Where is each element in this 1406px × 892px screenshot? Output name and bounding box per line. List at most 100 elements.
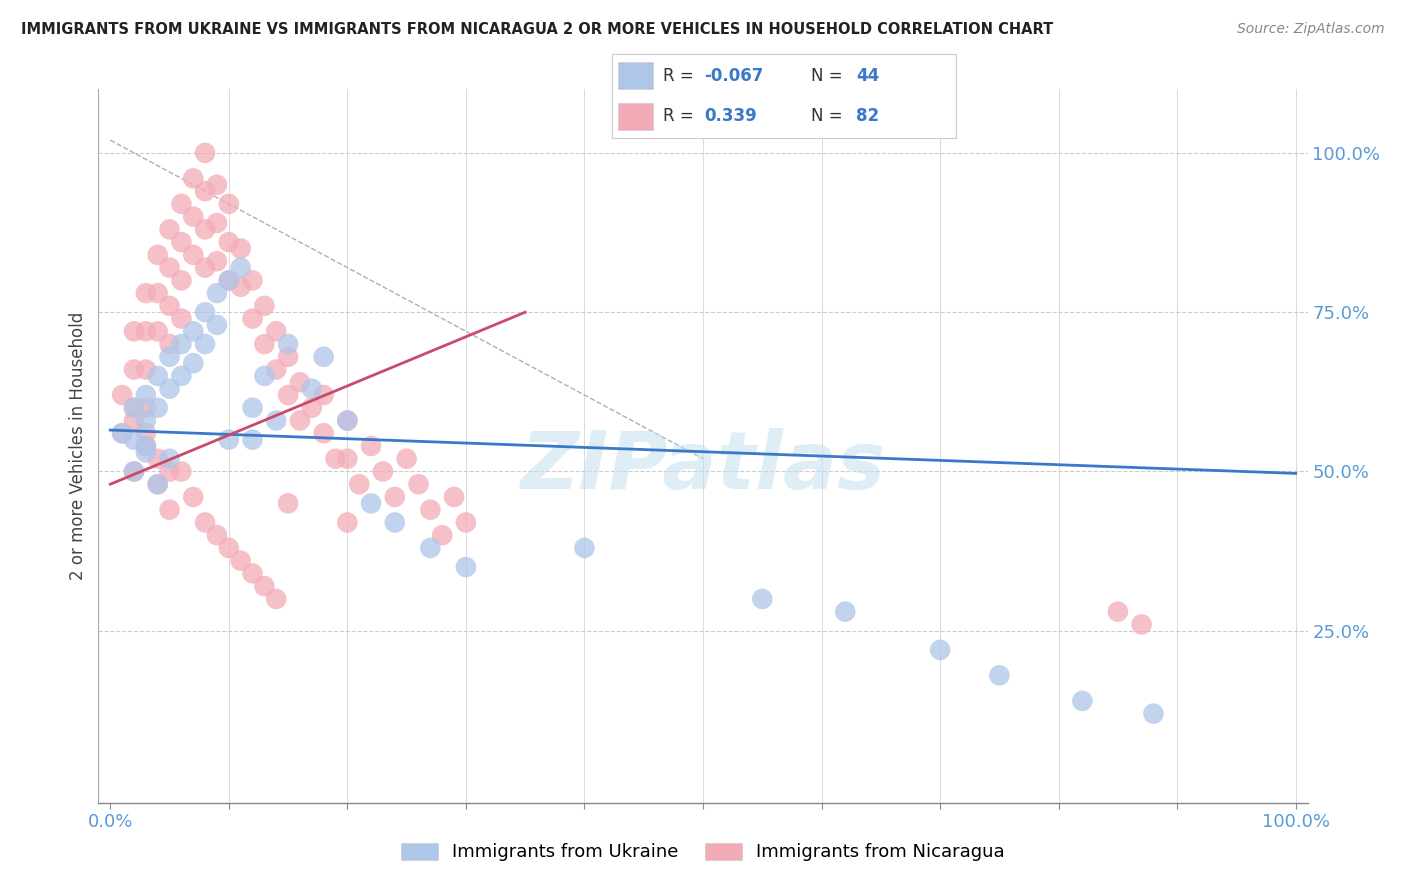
Point bbox=[146, 324, 169, 338]
Point bbox=[111, 426, 134, 441]
Point bbox=[454, 560, 477, 574]
Point bbox=[170, 273, 193, 287]
Point bbox=[205, 286, 228, 301]
Point bbox=[1107, 605, 1129, 619]
Point bbox=[242, 273, 264, 287]
Point bbox=[135, 439, 157, 453]
Point bbox=[312, 388, 335, 402]
Point bbox=[135, 388, 157, 402]
Point bbox=[205, 178, 228, 192]
Text: 82: 82 bbox=[856, 107, 879, 125]
Text: R =: R = bbox=[664, 107, 695, 125]
Point bbox=[170, 368, 193, 383]
Point bbox=[277, 337, 299, 351]
Point bbox=[929, 643, 952, 657]
Point bbox=[218, 433, 240, 447]
Point bbox=[384, 490, 406, 504]
Point bbox=[181, 248, 204, 262]
Point bbox=[301, 382, 323, 396]
Point bbox=[834, 605, 856, 619]
Point bbox=[194, 516, 217, 530]
Point bbox=[159, 337, 181, 351]
Point bbox=[1130, 617, 1153, 632]
Point bbox=[205, 318, 228, 332]
Point bbox=[122, 324, 145, 338]
Point bbox=[229, 242, 252, 256]
Point bbox=[751, 591, 773, 606]
Point bbox=[122, 362, 145, 376]
Point bbox=[336, 413, 359, 427]
Point bbox=[159, 502, 181, 516]
Point bbox=[253, 299, 276, 313]
Point bbox=[336, 413, 359, 427]
Point bbox=[408, 477, 430, 491]
Point bbox=[443, 490, 465, 504]
Point bbox=[111, 388, 134, 402]
Point bbox=[360, 496, 382, 510]
Point bbox=[146, 477, 169, 491]
Point bbox=[159, 350, 181, 364]
Point bbox=[181, 324, 204, 338]
Bar bbox=[619, 103, 652, 130]
Point bbox=[277, 350, 299, 364]
Point bbox=[111, 426, 134, 441]
Point bbox=[135, 413, 157, 427]
Point bbox=[360, 439, 382, 453]
Point bbox=[122, 413, 145, 427]
Point bbox=[218, 541, 240, 555]
Point bbox=[419, 502, 441, 516]
Point bbox=[301, 401, 323, 415]
Point bbox=[253, 368, 276, 383]
Text: R =: R = bbox=[664, 67, 695, 85]
Point bbox=[574, 541, 596, 555]
Point bbox=[135, 439, 157, 453]
Point bbox=[135, 445, 157, 459]
Point bbox=[170, 311, 193, 326]
Point bbox=[146, 248, 169, 262]
Point bbox=[395, 451, 418, 466]
Point bbox=[170, 337, 193, 351]
Point bbox=[159, 260, 181, 275]
Point bbox=[122, 465, 145, 479]
Point bbox=[1142, 706, 1164, 721]
Legend: Immigrants from Ukraine, Immigrants from Nicaragua: Immigrants from Ukraine, Immigrants from… bbox=[394, 836, 1012, 869]
Point bbox=[242, 433, 264, 447]
Text: 44: 44 bbox=[856, 67, 879, 85]
Point bbox=[146, 451, 169, 466]
Point bbox=[347, 477, 370, 491]
Point bbox=[122, 433, 145, 447]
Text: N =: N = bbox=[811, 107, 844, 125]
Point bbox=[194, 222, 217, 236]
Point bbox=[159, 382, 181, 396]
Point bbox=[253, 579, 276, 593]
Point bbox=[218, 273, 240, 287]
Point bbox=[122, 401, 145, 415]
Point bbox=[181, 210, 204, 224]
Point bbox=[218, 235, 240, 249]
Point bbox=[218, 197, 240, 211]
Point bbox=[312, 350, 335, 364]
Point bbox=[264, 591, 287, 606]
Point bbox=[432, 528, 454, 542]
Point bbox=[336, 516, 359, 530]
Point bbox=[146, 368, 169, 383]
Point bbox=[194, 337, 217, 351]
Point bbox=[336, 451, 359, 466]
Point bbox=[325, 451, 347, 466]
Point bbox=[288, 413, 311, 427]
Point bbox=[229, 279, 252, 293]
Text: ZIPatlas: ZIPatlas bbox=[520, 428, 886, 507]
Point bbox=[419, 541, 441, 555]
Point bbox=[135, 324, 157, 338]
Point bbox=[242, 401, 264, 415]
Point bbox=[277, 388, 299, 402]
Point bbox=[205, 216, 228, 230]
Point bbox=[181, 490, 204, 504]
Point bbox=[264, 362, 287, 376]
Point bbox=[194, 145, 217, 160]
Point bbox=[194, 260, 217, 275]
Point bbox=[1071, 694, 1094, 708]
Point bbox=[242, 311, 264, 326]
Point bbox=[135, 362, 157, 376]
Point bbox=[194, 184, 217, 198]
